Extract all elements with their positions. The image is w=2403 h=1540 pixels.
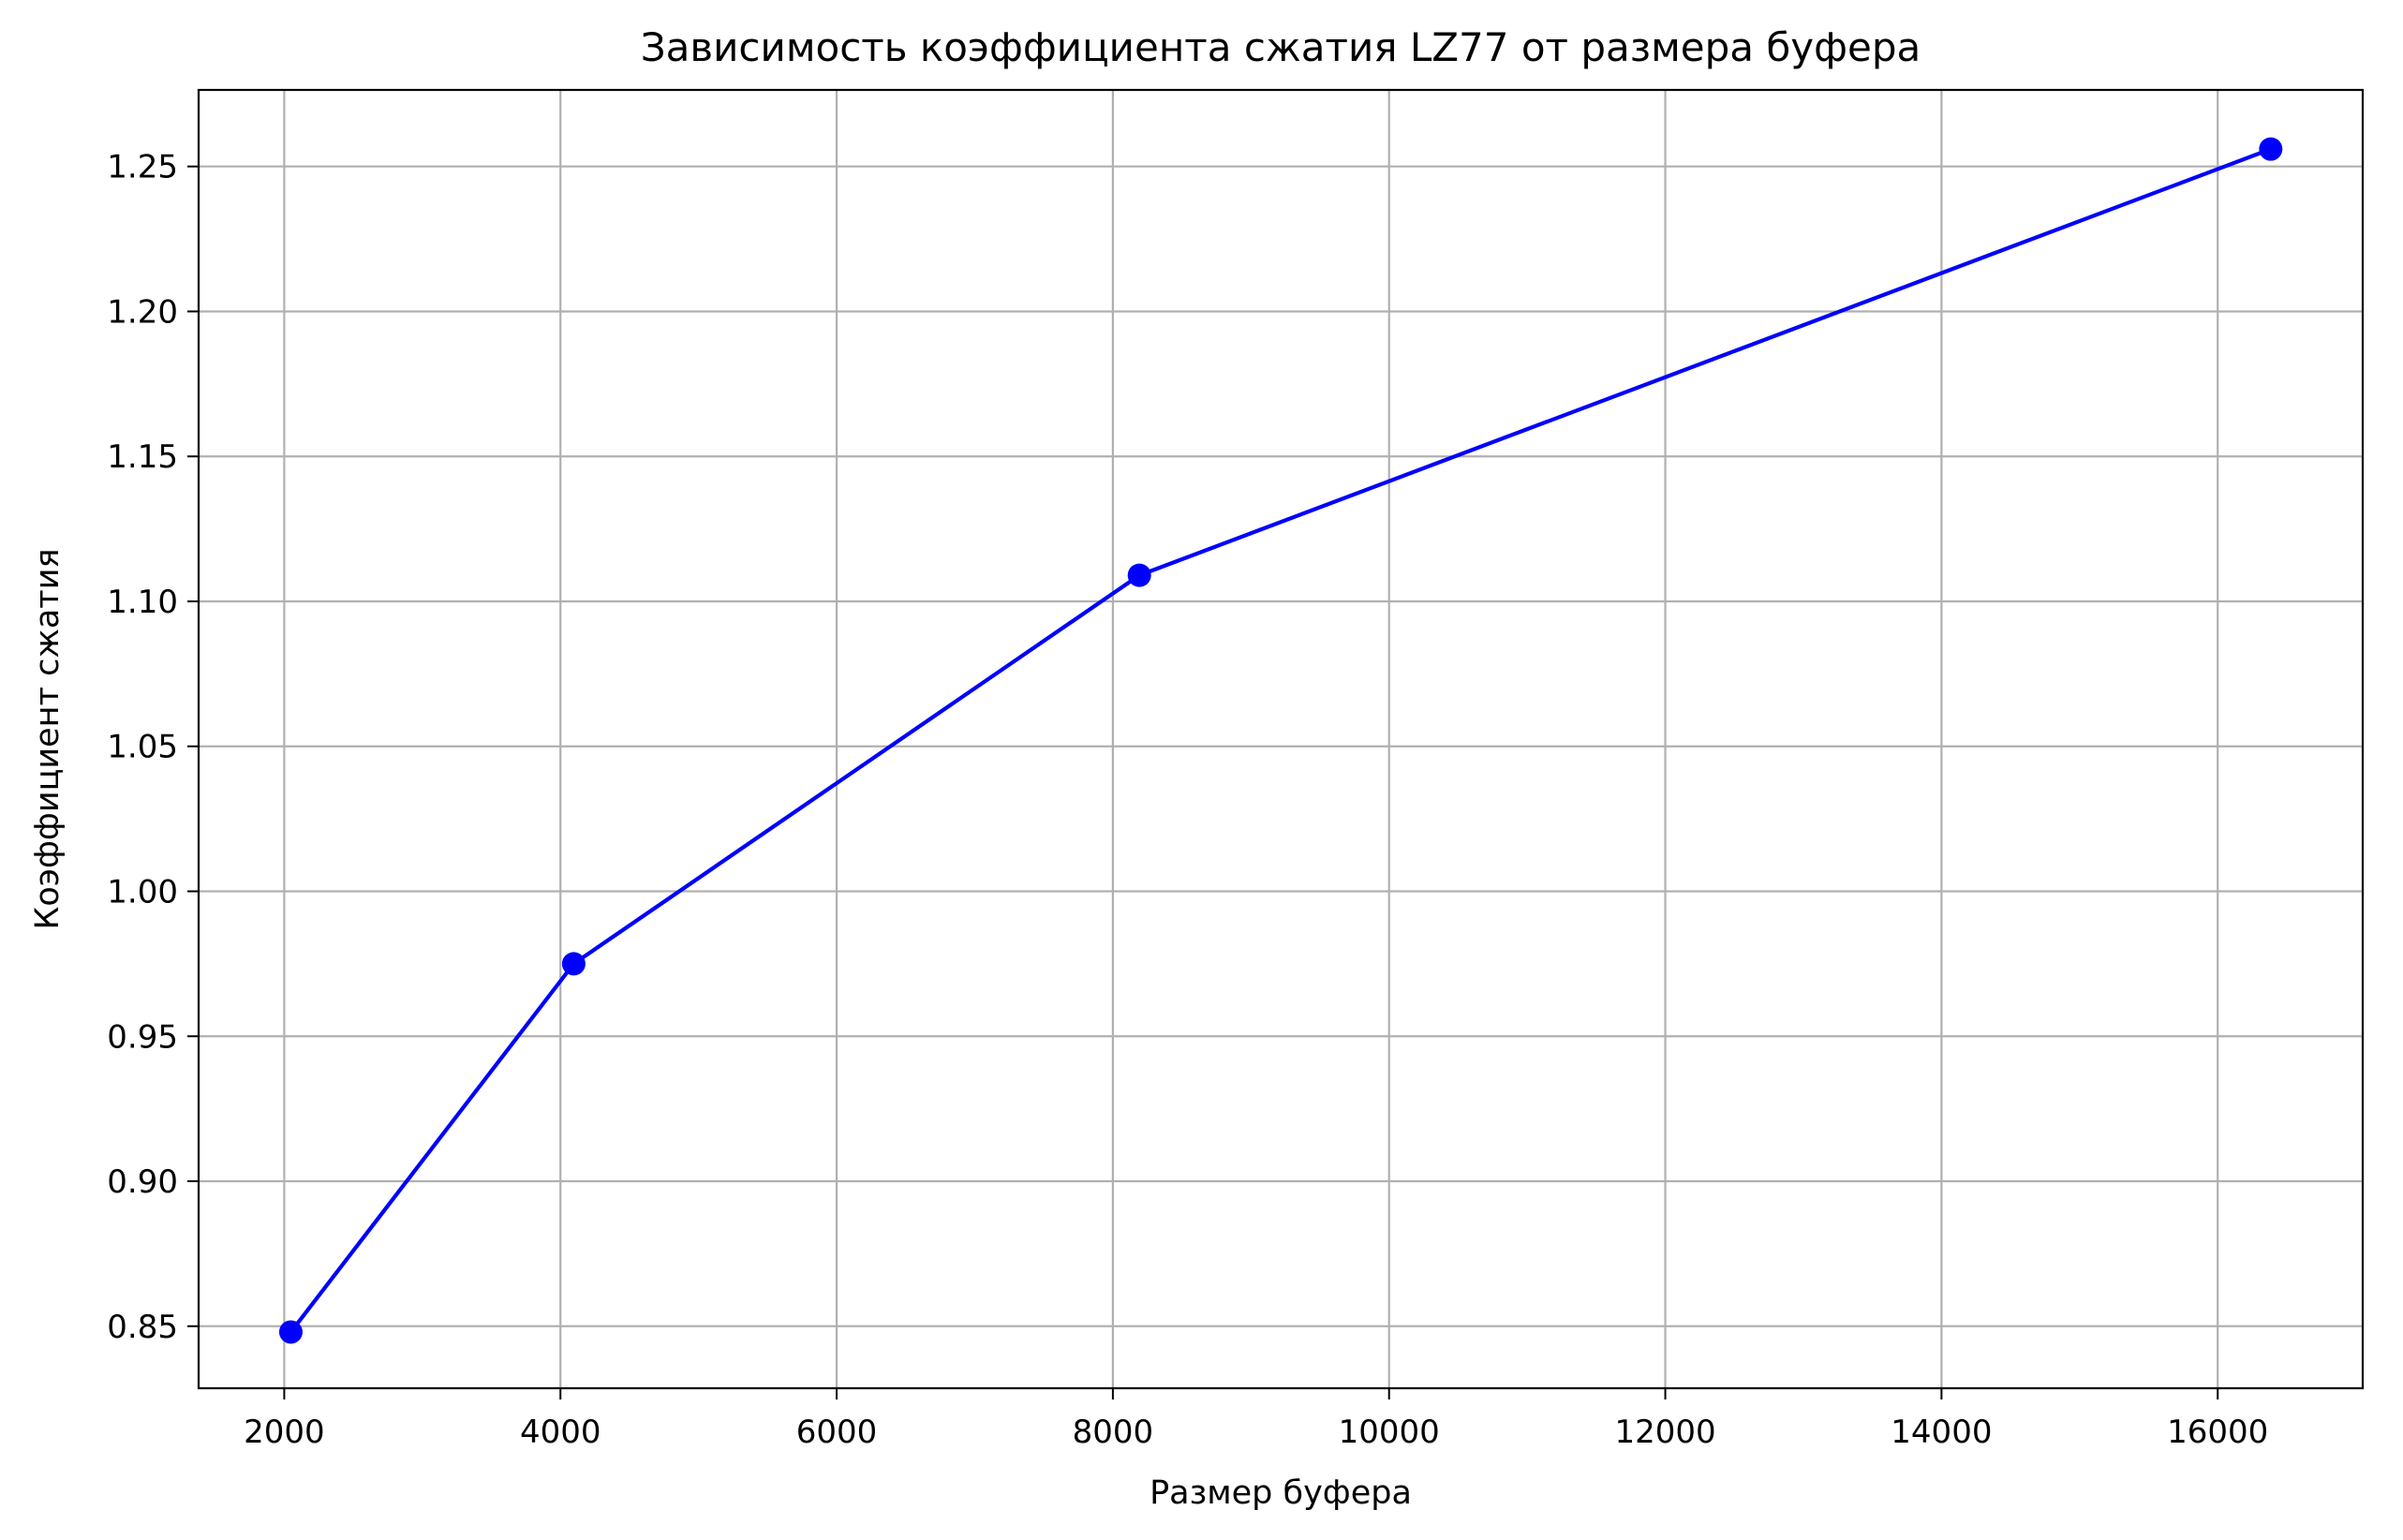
x-tick-label: 8000 — [1073, 1414, 1154, 1451]
plot-frame — [197, 88, 2365, 1390]
grid — [199, 90, 2363, 1388]
y-tick-label: 0.85 — [107, 1309, 178, 1346]
data-point — [561, 952, 586, 976]
data-point — [1127, 563, 1151, 587]
data-point — [2259, 137, 2283, 161]
y-tick-label: 1.10 — [107, 584, 178, 621]
x-tick-label: 14000 — [1891, 1414, 1992, 1451]
series — [278, 137, 2283, 1344]
x-tick-label: 16000 — [2167, 1414, 2268, 1451]
y-tick-label: 1.15 — [107, 438, 178, 476]
axis-ticks: 2000 4000 6000 8000 10000 12000 14000 16000 0.85… — [107, 149, 2268, 1451]
chart-title: Зависимость коэффициента сжатия LZ77 от … — [641, 24, 1921, 70]
y-tick-label: 1.20 — [107, 293, 178, 331]
x-tick-label: 12000 — [1614, 1414, 1715, 1451]
y-tick-label: 1.00 — [107, 873, 178, 911]
x-tick-label: 10000 — [1339, 1414, 1440, 1451]
y-tick-label: 1.05 — [107, 729, 178, 766]
y-tick-label: 0.90 — [107, 1163, 178, 1201]
x-axis-title: Размер буфера — [1150, 1474, 1412, 1512]
x-tick-label: 6000 — [796, 1414, 878, 1451]
series-line — [289, 147, 2273, 1335]
y-axis-title: Коэффициент сжатия — [29, 549, 67, 930]
x-tick-label: 2000 — [244, 1414, 325, 1451]
data-point — [278, 1320, 303, 1344]
x-tick-label: 4000 — [520, 1414, 601, 1451]
y-tick-label: 1.25 — [107, 149, 178, 186]
y-tick-label: 0.95 — [107, 1018, 178, 1056]
